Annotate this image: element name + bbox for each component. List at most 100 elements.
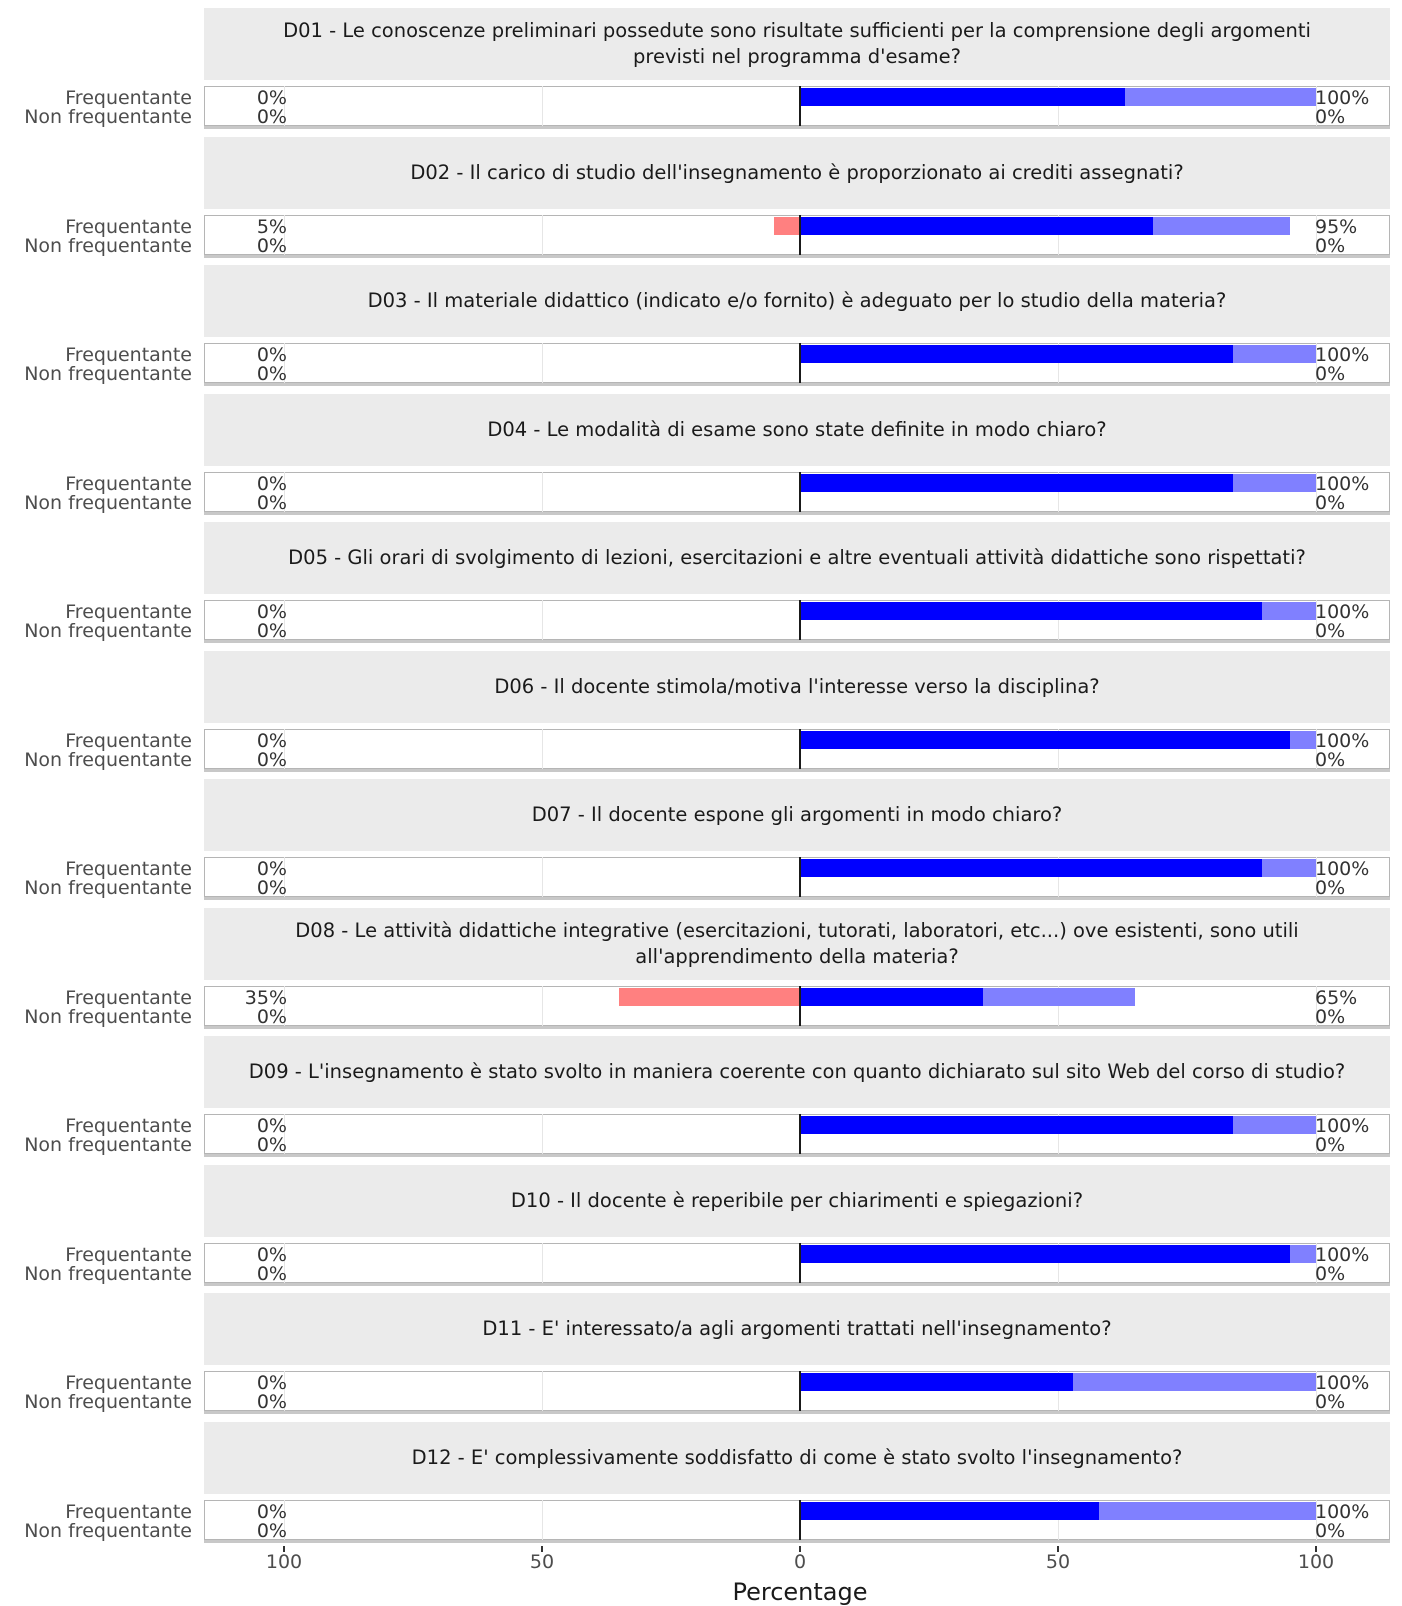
question-panel: D08 - Le attività didattiche integrative… [204,908,1390,1032]
question-panel: D09 - L'insegnamento è stato svolto in m… [204,1036,1390,1160]
gridline [1058,986,1059,1026]
bar-decisamente-si [800,474,1234,492]
bar-decisamente-si [800,731,1291,749]
gridline [1316,1114,1317,1154]
freq-pos-label: 100% [1315,473,1370,495]
row-label-frequentante: Frequentante [65,987,192,1009]
question-title: D05 - Gli orari di svolgimento di lezion… [288,546,1306,569]
question-strip: D08 - Le attività didattiche integrative… [204,908,1390,980]
question-panel: D12 - E' complessivamente soddisfatto di… [204,1422,1390,1546]
question-title: D07 - Il docente espone gli argomenti in… [531,803,1063,826]
question-strip: D07 - Il docente espone gli argomenti in… [204,779,1390,851]
freq-pos-label: 100% [1315,858,1370,880]
row-label-frequentante: Frequentante [65,216,192,238]
gridline [284,1371,285,1411]
freq-pos-label: 100% [1315,601,1370,623]
question-panel: D07 - Il docente espone gli argomenti in… [204,779,1390,903]
row-label-frequentante: Frequentante [65,601,192,623]
nonfreq-neg-label: 0% [256,1263,287,1285]
row-label-non-frequentante: Non frequentante [24,235,192,257]
nonfreq-neg-label: 0% [256,1391,287,1413]
gridline [284,472,285,512]
question-title: D03 - Il materiale didattico (indicato e… [367,289,1227,312]
gridline [284,215,285,255]
nonfreq-pos-label: 0% [1315,1520,1346,1542]
gridline [284,1114,285,1154]
freq-pos-label: 95% [1315,216,1358,238]
x-tick-label: 50 [1045,1551,1071,1573]
bar-decisamente-si [800,345,1234,363]
gridline [1058,1243,1059,1283]
gridline [284,1500,285,1540]
question-strip: D10 - Il docente è reperibile per chiari… [204,1165,1390,1237]
gridline [1316,1500,1317,1540]
gridline [1316,343,1317,383]
bar-piu-si-che-no [1261,602,1316,620]
freq-neg-label: 0% [256,87,287,109]
question-strip: D11 - E' interessato/a agli argomenti tr… [204,1293,1390,1365]
question-panel: D05 - Gli orari di svolgimento di lezion… [204,522,1390,646]
freq-neg-label: 0% [256,601,287,623]
question-title: D04 - Le modalità di esame sono state de… [487,418,1107,441]
gridline [1316,86,1317,126]
gridline [284,600,285,640]
gridline [1058,472,1059,512]
x-tick [283,1546,285,1552]
row-label-frequentante: Frequentante [65,87,192,109]
bar-decisamente-si [800,859,1262,877]
nonfreq-neg-label: 0% [256,877,287,899]
nonfreq-pos-label: 0% [1315,1006,1346,1028]
plot-area [204,986,1390,1026]
row-label-non-frequentante: Non frequentante [24,1391,192,1413]
freq-pos-label: 100% [1315,344,1370,366]
bar-piu-no-che-si [619,988,800,1006]
bar-piu-si-che-no [1261,859,1316,877]
question-strip: D01 - Le conoscenze preliminari possedut… [204,8,1390,80]
gridline [1058,729,1059,769]
gridline [1316,1243,1317,1283]
x-tick [799,1546,801,1552]
nonfreq-neg-label: 0% [256,1134,287,1156]
row-label-non-frequentante: Non frequentante [24,1263,192,1285]
gridline [284,86,285,126]
row-label-frequentante: Frequentante [65,730,192,752]
freq-neg-label: 5% [256,216,287,238]
freq-neg-label: 0% [256,858,287,880]
nonfreq-pos-label: 0% [1315,1134,1346,1156]
bar-decisamente-si [800,1373,1074,1391]
gridline [1316,215,1317,255]
bar-decisamente-si [800,988,984,1006]
freq-neg-label: 0% [256,473,287,495]
nonfreq-neg-label: 0% [256,1520,287,1542]
question-title: D12 - E' complessivamente soddisfatto di… [411,1446,1183,1469]
gridline [542,1114,543,1154]
nonfreq-pos-label: 0% [1315,877,1346,899]
bar-piu-si-che-no [1073,1373,1316,1391]
x-tick-label: 100 [1297,1551,1335,1573]
nonfreq-neg-label: 0% [256,749,287,771]
gridline [1316,1371,1317,1411]
row-label-non-frequentante: Non frequentante [24,620,192,642]
row-label-non-frequentante: Non frequentante [24,877,192,899]
gridline [542,1243,543,1283]
nonfreq-neg-label: 0% [256,620,287,642]
row-label-frequentante: Frequentante [65,1244,192,1266]
zero-line [799,600,801,640]
question-strip: D06 - Il docente stimola/motiva l'intere… [204,651,1390,723]
gridline [284,729,285,769]
gridline [1058,1371,1059,1411]
zero-line [799,343,801,383]
row-label-frequentante: Frequentante [65,1115,192,1137]
x-axis-title: Percentage [732,1578,868,1606]
bar-piu-si-che-no [1125,88,1316,106]
bar-decisamente-si [800,602,1262,620]
question-title: D11 - E' interessato/a agli argomenti tr… [482,1317,1112,1340]
question-title: D08 - Le attività didattiche integrative… [295,919,1299,968]
freq-neg-label: 0% [256,1244,287,1266]
freq-pos-label: 100% [1315,1244,1370,1266]
row-label-non-frequentante: Non frequentante [24,1006,192,1028]
nonfreq-pos-label: 0% [1315,1263,1346,1285]
x-tick-label: 50 [529,1551,555,1573]
freq-pos-label: 100% [1315,730,1370,752]
bar-decisamente-si [800,1245,1291,1263]
